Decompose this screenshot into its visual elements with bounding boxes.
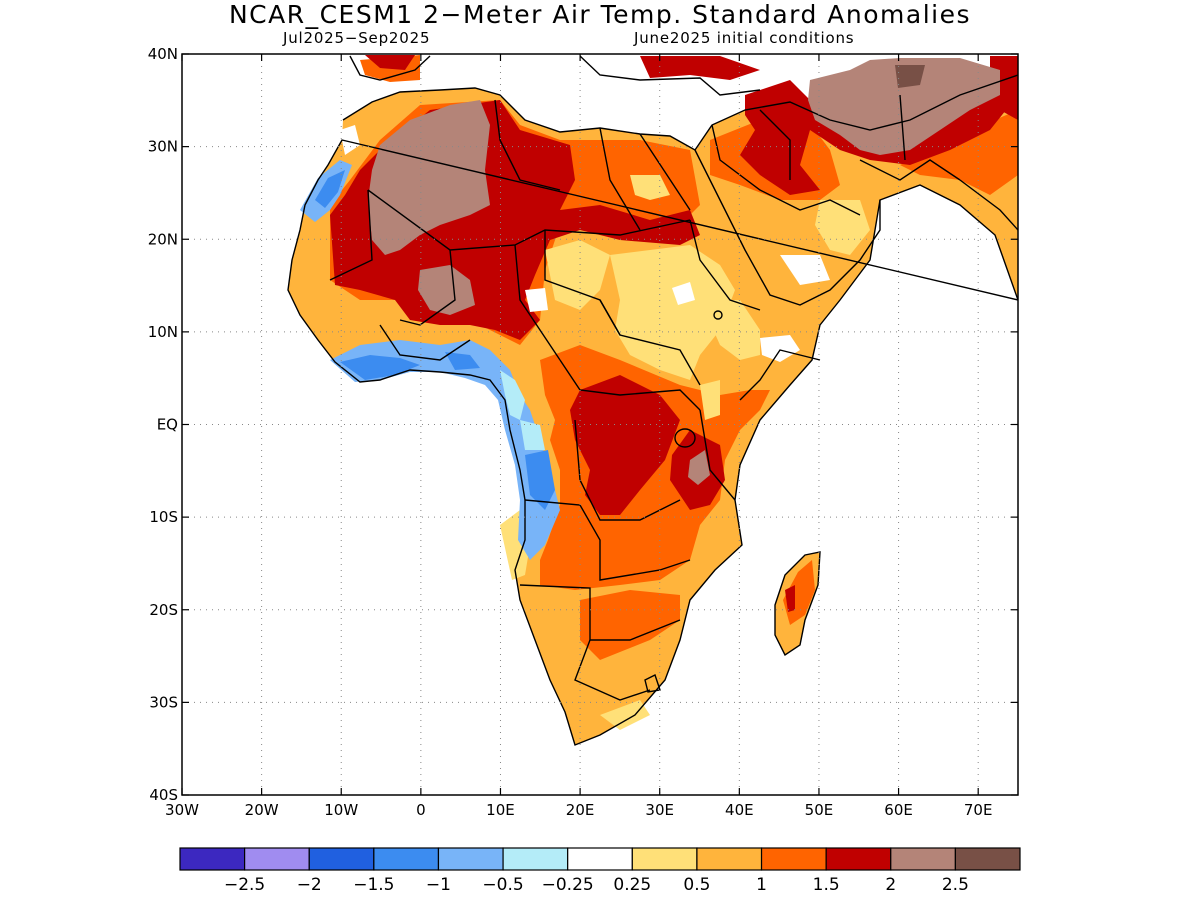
legend-label: −0.5 bbox=[482, 875, 523, 895]
lon-tick-label: 10E bbox=[486, 801, 515, 819]
coastline-and-borders bbox=[287, 55, 1018, 746]
lon-tick-label: 0 bbox=[416, 801, 426, 819]
legend-swatch bbox=[760, 847, 827, 871]
legend-swatch bbox=[308, 847, 375, 871]
legend-swatch bbox=[696, 847, 763, 871]
legend-swatch bbox=[373, 847, 440, 871]
lon-tick-label: 70E bbox=[964, 801, 993, 819]
longitude-labels: 30W 20W 10W 0 10E 20E 30E 40E 50E 60E 70E bbox=[165, 801, 992, 819]
legend-label: 2.5 bbox=[942, 875, 969, 895]
legend-swatch bbox=[825, 847, 892, 871]
legend-label: 0.25 bbox=[613, 875, 651, 895]
legend-label: −0.25 bbox=[542, 875, 594, 895]
legend-label: 1.5 bbox=[813, 875, 840, 895]
lat-tick-label: 10S bbox=[149, 508, 178, 526]
anomaly-fill-layer bbox=[288, 55, 1018, 745]
lon-tick-label: 30E bbox=[645, 801, 674, 819]
lon-tick-label: 20E bbox=[566, 801, 595, 819]
legend-swatch bbox=[244, 847, 310, 871]
legend-swatch bbox=[890, 847, 956, 871]
initial-conditions-subtitle: June2025 initial conditions bbox=[634, 29, 855, 47]
lon-tick-label: 60E bbox=[884, 801, 913, 819]
axis-ticks bbox=[181, 53, 1018, 796]
legend-swatch bbox=[631, 847, 698, 871]
legend-label: −2 bbox=[297, 875, 322, 895]
lat-tick-label: 40S bbox=[149, 786, 178, 804]
lon-tick-label: 30W bbox=[165, 801, 199, 819]
lat-tick-label: EQ bbox=[157, 416, 178, 434]
legend-swatch bbox=[502, 847, 569, 871]
lat-tick-label: 40N bbox=[148, 45, 178, 63]
legend-label: −2.5 bbox=[224, 875, 265, 895]
legend-swatch bbox=[567, 847, 633, 871]
lat-tick-label: 10N bbox=[148, 323, 178, 341]
map-title: NCAR_CESM1 2−Meter Air Temp. Standard An… bbox=[228, 0, 972, 29]
color-legend-labels: −2.5 −2 −1.5 −1 −0.5 −0.25 0.25 0.5 1 1.5 2 2.5 bbox=[224, 875, 969, 895]
legend-swatch bbox=[179, 847, 246, 871]
lon-tick-label: 10W bbox=[324, 801, 358, 819]
legend-label: −1.5 bbox=[353, 875, 394, 895]
lat-tick-label: 20S bbox=[149, 601, 178, 619]
forecast-period-subtitle: Jul2025−Sep2025 bbox=[283, 29, 431, 47]
lat-tick-label: 20N bbox=[148, 230, 178, 248]
lat-lon-grid bbox=[182, 54, 1018, 795]
legend-label: 2 bbox=[885, 875, 896, 895]
lat-tick-label: 30S bbox=[149, 693, 178, 711]
legend-label: −1 bbox=[426, 875, 451, 895]
legend-label: 0.5 bbox=[683, 875, 710, 895]
lon-tick-label: 20W bbox=[245, 801, 279, 819]
legend-swatch bbox=[437, 847, 504, 871]
lon-tick-label: 50E bbox=[805, 801, 834, 819]
legend-swatch bbox=[954, 847, 1021, 871]
legend-label: 1 bbox=[756, 875, 767, 895]
color-legend bbox=[179, 847, 1021, 871]
latitude-labels: 40N 30N 20N 10N EQ 10S 20S 30S 40S bbox=[148, 45, 178, 804]
lon-tick-label: 40E bbox=[725, 801, 754, 819]
lat-tick-label: 30N bbox=[148, 138, 178, 156]
